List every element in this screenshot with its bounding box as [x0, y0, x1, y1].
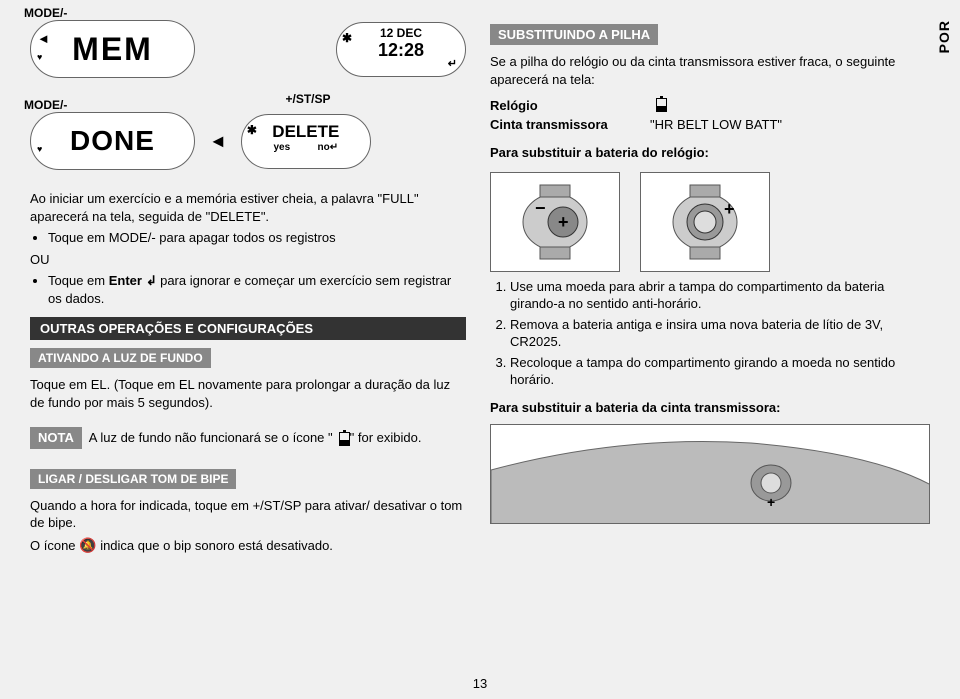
language-sidebar-label: POR: [936, 20, 952, 53]
star-icon-1: ✱: [342, 31, 352, 45]
display-oval-mem: MEM ◄ ♥: [30, 20, 195, 78]
svg-text:−: −: [535, 198, 546, 218]
step-1: Use uma moeda para abrir a tampa do comp…: [510, 278, 930, 313]
watch-diagram-2: +: [640, 172, 770, 272]
svg-text:+: +: [724, 199, 735, 219]
no-text: no↵: [318, 142, 339, 153]
section-ativando: ATIVANDO A LUZ DE FUNDO: [30, 348, 211, 368]
heart-icon: ♥: [37, 52, 42, 62]
bipe-text-2: O ícone 🔕 indica que o bip sonoro está d…: [30, 536, 466, 555]
svg-text:+: +: [558, 212, 569, 232]
heart-icon-2: ♥: [37, 144, 42, 154]
enter-icon: ↳: [146, 272, 157, 290]
display-oval-time: ✱ 12 DEC 12:28 ↵: [336, 22, 466, 77]
page-number: 13: [473, 676, 487, 691]
delete-text: DELETE: [245, 122, 367, 142]
battery-icon: [339, 432, 350, 446]
para-substituir-cinta: Para substituir a bateria da cinta trans…: [490, 399, 930, 417]
mode-label-2: MODE/-: [24, 98, 67, 112]
cinta-value: "HR BELT LOW BATT": [650, 117, 782, 132]
section-ligar: LIGAR / DESLIGAR TOM DE BIPE: [30, 469, 236, 489]
relogio-label: Relógio: [490, 98, 630, 113]
time-text: 12:28: [340, 40, 462, 61]
star-icon-2: ✱: [247, 123, 257, 137]
step-3: Recoloque a tampa do compartimento giran…: [510, 354, 930, 389]
bullet-1: Toque em MODE/- para apagar todos os reg…: [48, 229, 466, 247]
bipe-text-1: Quando a hora for indicada, toque em +/S…: [30, 497, 466, 532]
bell-off-icon: 🔕: [79, 536, 96, 555]
svg-text:+: +: [767, 494, 775, 510]
step-2: Remova a bateria antiga e insira uma nov…: [510, 316, 930, 351]
nota-paragraph: NOTA A luz de fundo não funcionará se o …: [30, 427, 466, 449]
nota-label: NOTA: [30, 427, 82, 449]
bullet-2: Toque em Enter ↳ para ignorar e começar …: [48, 272, 466, 307]
transmitter-diagram: +: [490, 424, 930, 524]
watch-diagram-1: − +: [490, 172, 620, 272]
mem-text: MEM: [72, 31, 153, 68]
back-arrow-icon: ◄: [37, 31, 50, 46]
backlight-text: Toque em EL. (Toque em EL novamente para…: [30, 376, 466, 411]
mode-label-1: MODE/-: [24, 6, 67, 20]
enter-small-icon: ↵: [448, 57, 457, 70]
left-arrow-icon: ◄: [209, 131, 227, 152]
section-substituindo: SUBSTITUINDO A PILHA: [490, 24, 658, 45]
display-oval-done: DONE ♥: [30, 112, 195, 170]
cinta-label: Cinta transmissora: [490, 117, 630, 132]
intro-text: Ao iniciar um exercício e a memória esti…: [30, 190, 466, 225]
section-outras: OUTRAS OPERAÇÕES E CONFIGURAÇÕES: [30, 317, 466, 340]
para-substituir: Para substituir a bateria do relógio:: [490, 144, 930, 162]
display-oval-delete: ✱ DELETE yes no↵: [241, 114, 371, 169]
stsp-label: +/ST/SP: [150, 92, 466, 106]
yes-text: yes: [274, 142, 291, 153]
sub-text: Se a pilha do relógio ou da cinta transm…: [490, 53, 930, 88]
date-text: 12 DEC: [340, 26, 462, 40]
done-text: DONE: [70, 125, 155, 157]
ou-text: OU: [30, 251, 466, 269]
battery-icon-2: [656, 98, 667, 112]
